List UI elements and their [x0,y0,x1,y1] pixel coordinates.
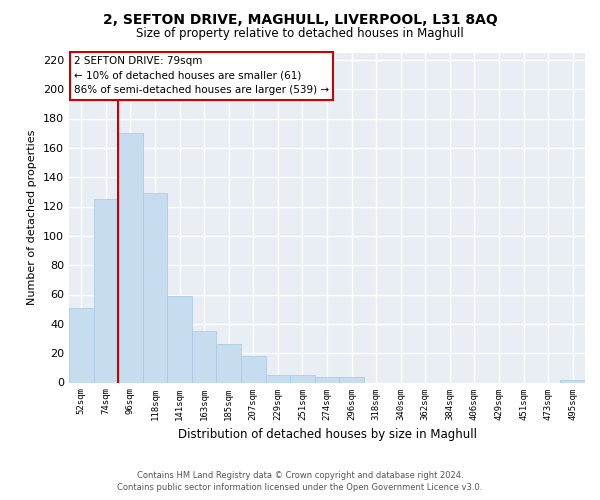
Text: 2, SEFTON DRIVE, MAGHULL, LIVERPOOL, L31 8AQ: 2, SEFTON DRIVE, MAGHULL, LIVERPOOL, L31… [103,12,497,26]
X-axis label: Distribution of detached houses by size in Maghull: Distribution of detached houses by size … [178,428,476,441]
Bar [290,375,315,382]
Bar [192,331,217,382]
Bar [69,308,94,382]
Bar [118,133,143,382]
Bar [241,356,266,382]
Bar [94,199,118,382]
Bar [217,344,241,383]
Bar [266,375,290,382]
Bar [560,380,585,382]
Bar [167,296,192,382]
Text: 2 SEFTON DRIVE: 79sqm
← 10% of detached houses are smaller (61)
86% of semi-deta: 2 SEFTON DRIVE: 79sqm ← 10% of detached … [74,56,329,96]
Bar [143,194,167,382]
Bar [315,376,339,382]
Text: Contains HM Land Registry data © Crown copyright and database right 2024.
Contai: Contains HM Land Registry data © Crown c… [118,471,482,492]
Y-axis label: Number of detached properties: Number of detached properties [28,130,37,305]
Bar [339,376,364,382]
Text: Size of property relative to detached houses in Maghull: Size of property relative to detached ho… [136,28,464,40]
